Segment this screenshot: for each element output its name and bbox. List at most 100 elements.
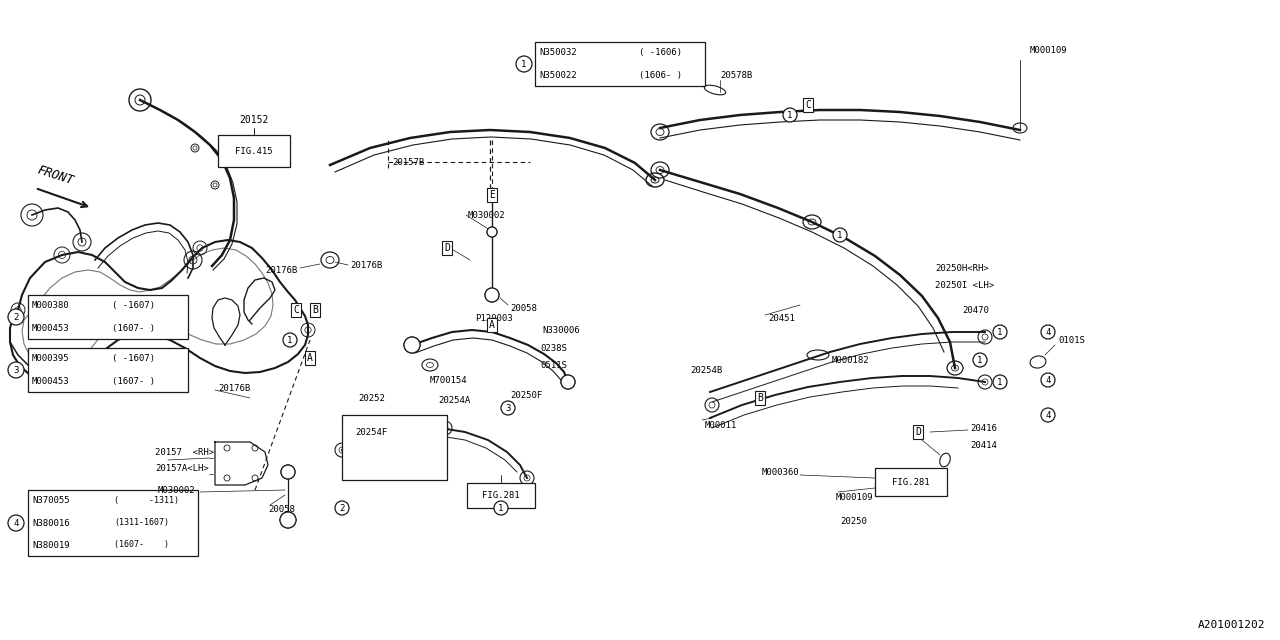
Text: N370055: N370055 xyxy=(32,495,69,504)
Text: M030002: M030002 xyxy=(468,211,506,220)
Text: (1607- ): (1607- ) xyxy=(113,376,155,385)
Text: D: D xyxy=(444,243,451,253)
Circle shape xyxy=(494,501,508,515)
Text: 20252: 20252 xyxy=(358,394,385,403)
Text: 20416: 20416 xyxy=(970,424,997,433)
Text: A201001202: A201001202 xyxy=(1198,620,1265,630)
Text: 20058: 20058 xyxy=(268,506,294,515)
Text: 20250: 20250 xyxy=(840,518,867,527)
Text: E: E xyxy=(489,190,495,200)
Text: 1: 1 xyxy=(997,328,1002,337)
Text: 20250F: 20250F xyxy=(509,390,543,399)
Text: 1: 1 xyxy=(287,335,293,344)
Bar xyxy=(342,415,447,480)
Bar xyxy=(218,135,291,167)
Text: M700154: M700154 xyxy=(430,376,467,385)
Circle shape xyxy=(8,309,24,325)
Circle shape xyxy=(783,108,797,122)
Circle shape xyxy=(1041,325,1055,339)
Text: 1: 1 xyxy=(498,504,504,513)
Text: M000182: M000182 xyxy=(832,355,869,365)
Text: 20176B: 20176B xyxy=(266,266,298,275)
Text: 3: 3 xyxy=(13,365,19,374)
Text: 20152: 20152 xyxy=(239,115,269,125)
Circle shape xyxy=(8,362,24,378)
Circle shape xyxy=(833,228,847,242)
Bar xyxy=(28,348,188,392)
Circle shape xyxy=(404,337,420,353)
Text: B: B xyxy=(312,305,317,315)
Bar xyxy=(876,468,947,496)
Text: 20250I <LH>: 20250I <LH> xyxy=(934,280,995,289)
Bar xyxy=(467,483,535,508)
Text: 4: 4 xyxy=(1046,328,1051,337)
Text: 20254B: 20254B xyxy=(690,365,722,374)
Text: 0511S: 0511S xyxy=(540,360,567,369)
Text: (1606- ): (1606- ) xyxy=(639,70,682,79)
Text: D: D xyxy=(915,427,920,437)
Circle shape xyxy=(993,325,1007,339)
Text: 20451: 20451 xyxy=(768,314,795,323)
Circle shape xyxy=(1041,408,1055,422)
Circle shape xyxy=(973,353,987,367)
Text: B: B xyxy=(756,393,763,403)
Text: 0238S: 0238S xyxy=(540,344,567,353)
Text: ( -1606): ( -1606) xyxy=(639,47,682,56)
Text: 20250H<RH>: 20250H<RH> xyxy=(934,264,988,273)
Text: 20470: 20470 xyxy=(963,305,989,314)
Circle shape xyxy=(282,465,294,479)
Text: (1311-1607): (1311-1607) xyxy=(114,518,169,527)
Text: M000453: M000453 xyxy=(32,376,69,385)
Circle shape xyxy=(500,401,515,415)
Circle shape xyxy=(1041,373,1055,387)
Circle shape xyxy=(516,56,532,72)
Text: FIG.415: FIG.415 xyxy=(236,147,273,156)
Text: 20058: 20058 xyxy=(509,303,536,312)
Text: FIG.281: FIG.281 xyxy=(892,477,929,486)
Text: 1: 1 xyxy=(837,230,842,239)
Circle shape xyxy=(283,333,297,347)
Text: A: A xyxy=(489,320,495,330)
Text: 2: 2 xyxy=(13,312,19,321)
Text: FRONT: FRONT xyxy=(35,163,74,187)
Text: 1: 1 xyxy=(521,60,526,68)
Text: M000380: M000380 xyxy=(32,301,69,310)
Text: (1607-    ): (1607- ) xyxy=(114,541,169,550)
Text: N350022: N350022 xyxy=(539,70,576,79)
Text: (1607- ): (1607- ) xyxy=(113,323,155,333)
Text: M030002: M030002 xyxy=(157,486,196,495)
Bar xyxy=(28,295,188,339)
Text: 4: 4 xyxy=(1046,410,1051,419)
Circle shape xyxy=(486,227,497,237)
Text: (      -1311): ( -1311) xyxy=(114,495,179,504)
Text: 20578B: 20578B xyxy=(721,70,753,79)
Text: 1: 1 xyxy=(978,355,983,365)
Text: N330006: N330006 xyxy=(541,326,580,335)
Text: FIG.281: FIG.281 xyxy=(483,490,520,499)
Bar xyxy=(535,42,705,86)
Text: M000109: M000109 xyxy=(836,493,874,502)
Circle shape xyxy=(485,288,499,302)
Text: 4: 4 xyxy=(13,518,19,527)
Text: M000453: M000453 xyxy=(32,323,69,333)
Text: 20176B: 20176B xyxy=(218,383,251,392)
Text: C: C xyxy=(293,305,300,315)
Circle shape xyxy=(280,512,296,528)
Circle shape xyxy=(993,375,1007,389)
Text: ( -1607): ( -1607) xyxy=(113,353,155,362)
Text: 20254F: 20254F xyxy=(355,428,388,436)
Text: N380019: N380019 xyxy=(32,541,69,550)
Circle shape xyxy=(335,501,349,515)
Text: 20414: 20414 xyxy=(970,440,997,449)
Text: 1: 1 xyxy=(787,111,792,120)
Text: N350032: N350032 xyxy=(539,47,576,56)
Text: N380016: N380016 xyxy=(32,518,69,527)
Text: 20157B: 20157B xyxy=(392,157,424,166)
Text: 1: 1 xyxy=(997,378,1002,387)
Text: ( -1607): ( -1607) xyxy=(113,301,155,310)
Text: M00011: M00011 xyxy=(705,420,737,429)
Text: M000109: M000109 xyxy=(1030,45,1068,54)
Text: 2: 2 xyxy=(339,504,344,513)
Text: 20176B: 20176B xyxy=(349,260,383,269)
Text: 20254A: 20254A xyxy=(438,396,470,404)
